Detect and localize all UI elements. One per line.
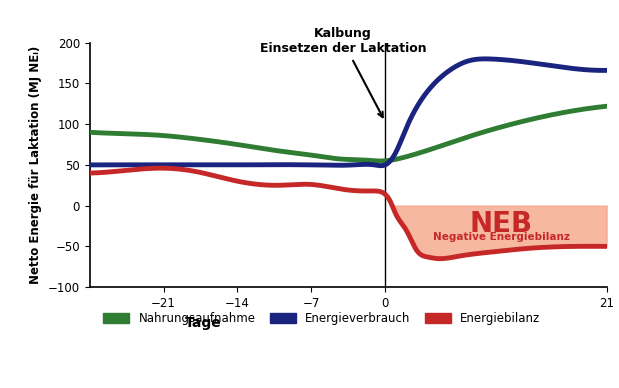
X-axis label: Tage: Tage [185,317,222,331]
Text: NEB: NEB [470,210,533,237]
Text: Kalbung
Einsetzen der Laktation: Kalbung Einsetzen der Laktation [259,28,426,117]
Y-axis label: Netto Energie für Laktation (MJ NEₗ): Netto Energie für Laktation (MJ NEₗ) [29,46,42,284]
Text: Energiebilanz einer Milchkuh (modifiziert nach IWERSEN et al, 2015): Energiebilanz einer Milchkuh (modifizier… [107,367,512,380]
Text: Negative Energiebilanz: Negative Energiebilanz [433,232,569,242]
Legend: Nahrungsaufnahme, Energieverbrauch, Energiebilanz: Nahrungsaufnahme, Energieverbrauch, Ener… [98,307,545,330]
